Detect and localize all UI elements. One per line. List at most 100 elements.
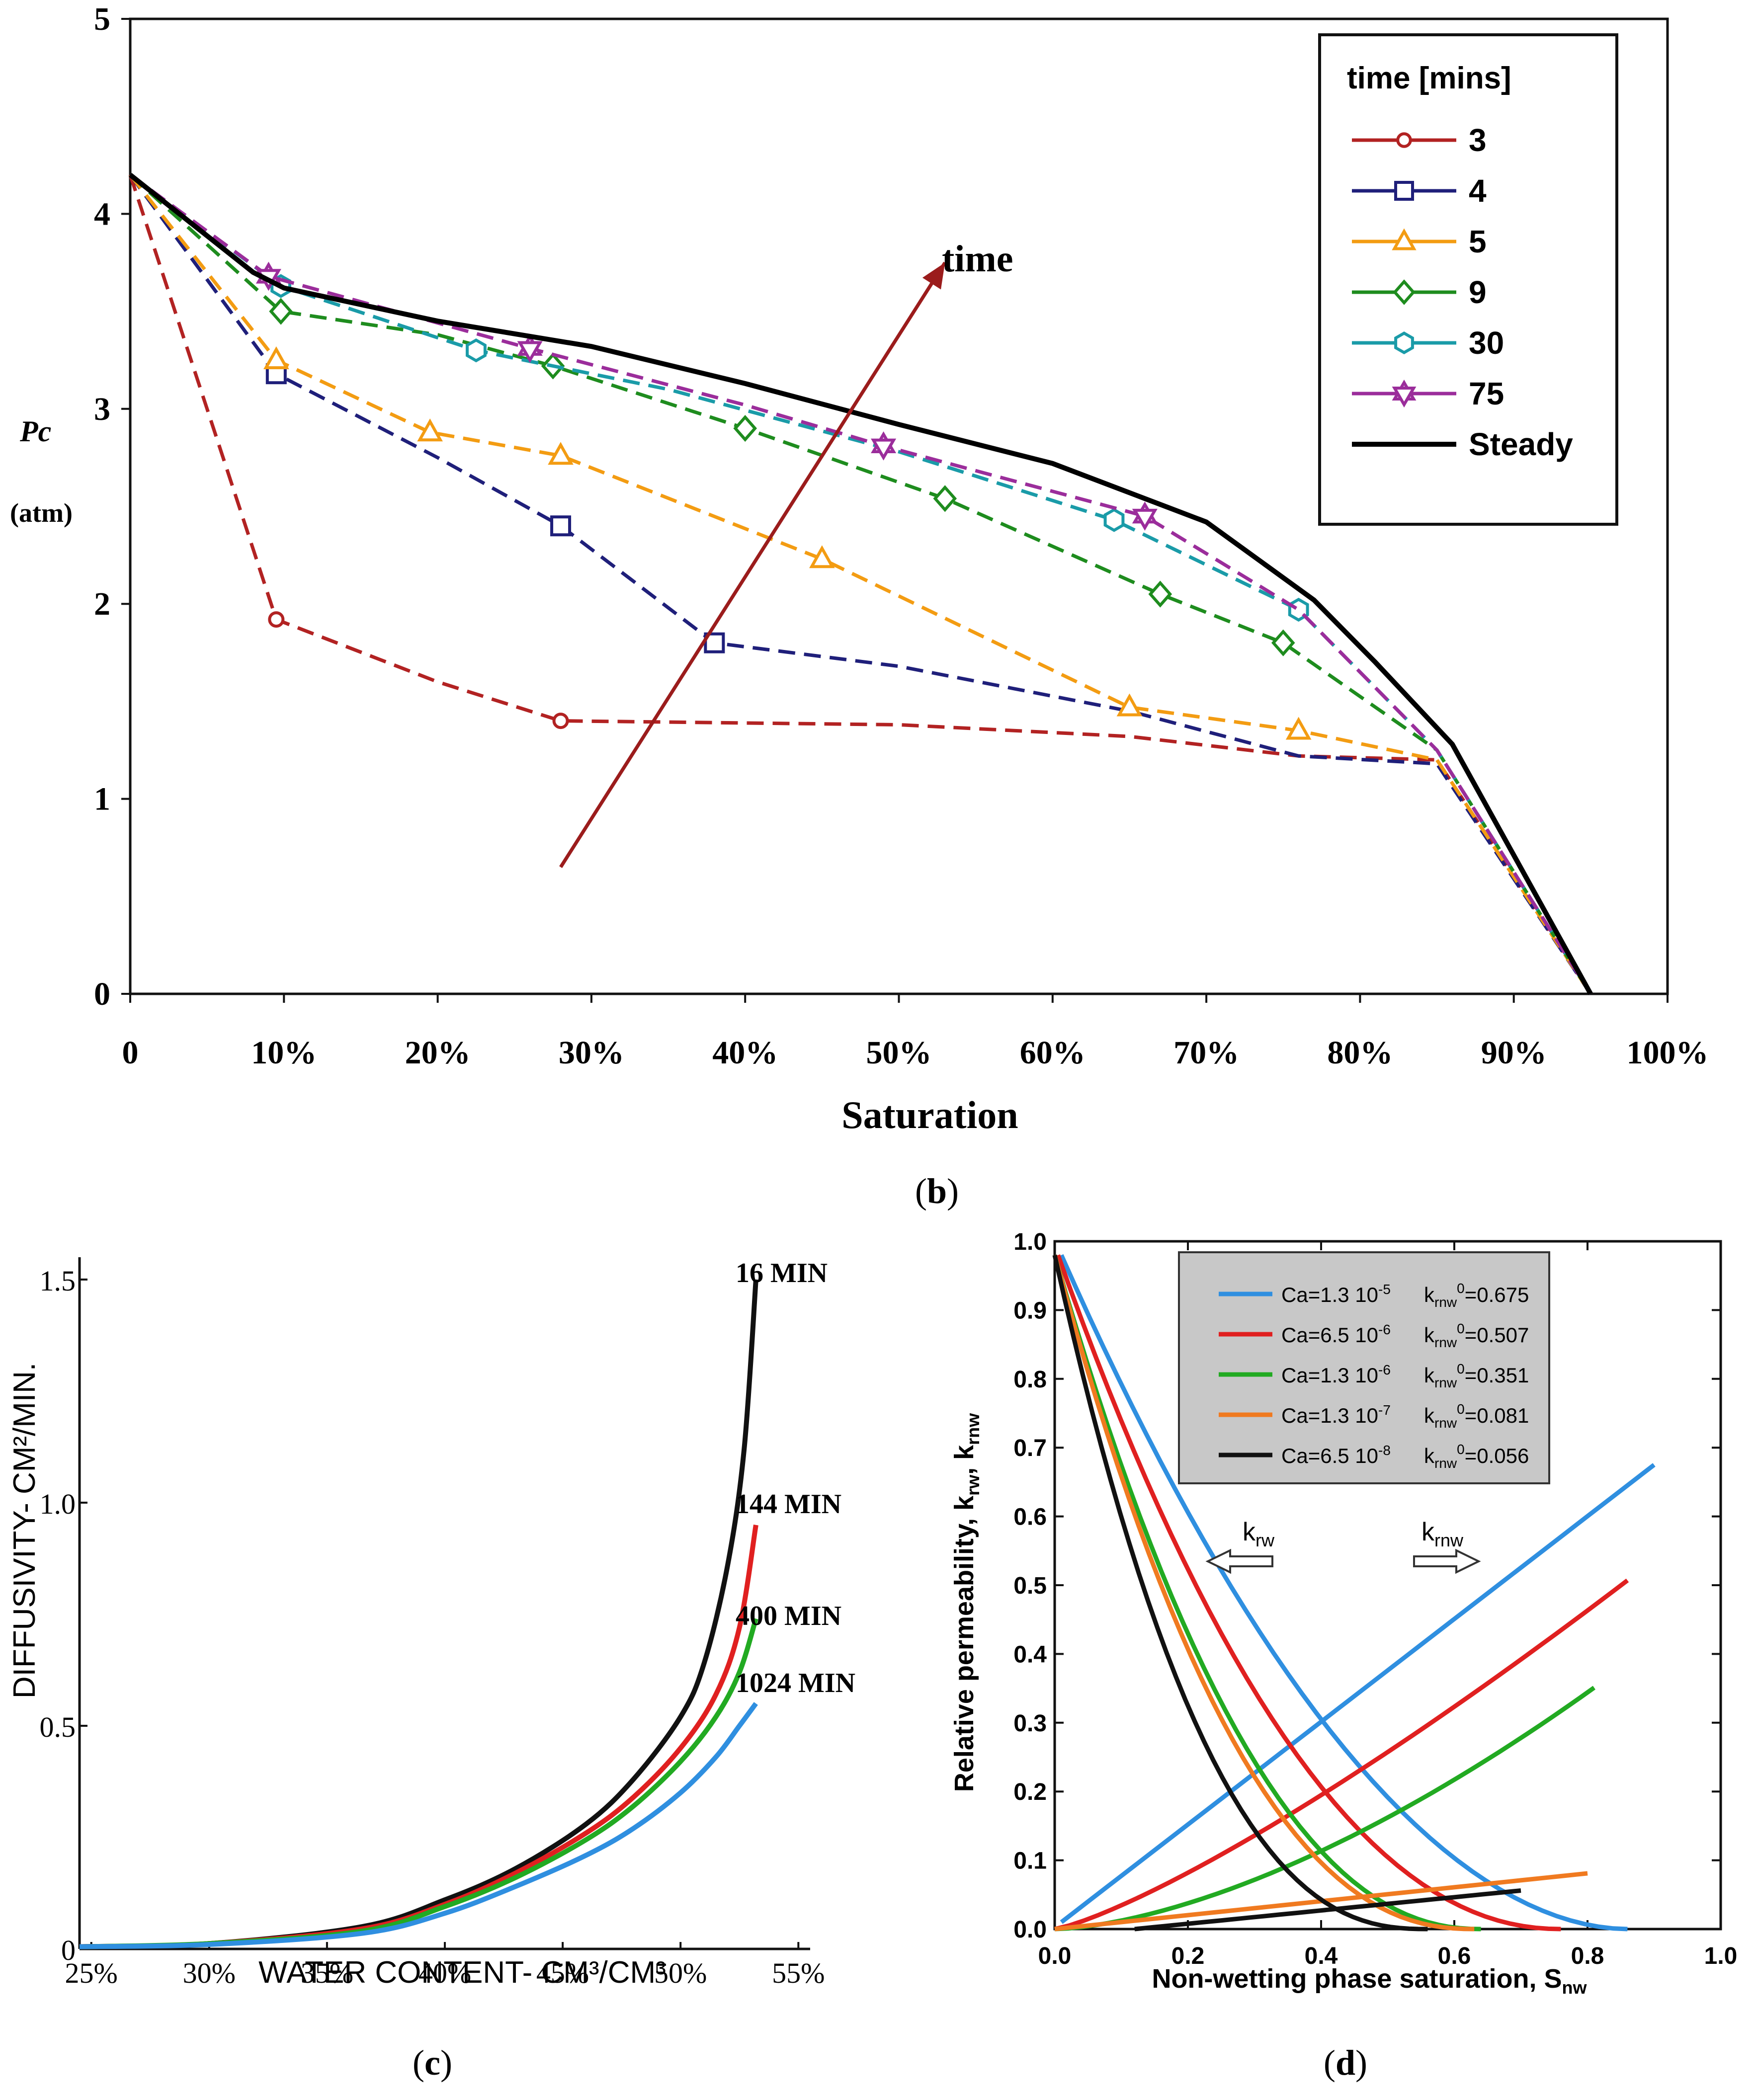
b-marker-3-0 bbox=[268, 611, 285, 628]
c-xlabel: WATER CONTENT- CM³/CM³ bbox=[258, 1955, 666, 1990]
d-xlabel-text: Non-wetting phase saturation, S bbox=[1152, 1964, 1562, 1994]
b-y-tick-label: 5 bbox=[94, 1, 110, 37]
b-legend: time [mins] 3 4 5 9 30 75 Steady bbox=[1318, 33, 1618, 526]
d-krw-curve-4 bbox=[1052, 1254, 1428, 1932]
d-y-tick-label: 0.5 bbox=[1013, 1573, 1047, 1599]
b-series-line-9 bbox=[129, 173, 1592, 995]
d-krnw-label: krnw bbox=[1421, 1518, 1464, 1550]
c-y-tick-label: 0 bbox=[61, 1934, 76, 1966]
d-legend-k-value-4: =0.056 bbox=[1465, 1444, 1529, 1467]
d-krnw-curve-0 bbox=[1060, 1463, 1656, 1924]
d-legend-k-sub-2: rnw bbox=[1434, 1375, 1457, 1390]
d-legend-ca-1: Ca=6.5 10-6 bbox=[1281, 1322, 1391, 1347]
c-x-tick-label: 25% bbox=[65, 1957, 118, 1989]
panel-c-chart: 0 0.5 1.0 1.5 25% 30% 35% 40% 45% 50% 55% 16 MIN 144… bbox=[7, 1257, 855, 2083]
d-legend-k-0: krnw0=0.675 bbox=[1424, 1281, 1529, 1310]
d-legend-k-letter-4: k bbox=[1424, 1444, 1435, 1467]
c-x-tick-label: 35% bbox=[301, 1957, 353, 1989]
d-ylabel-sub1: rw bbox=[963, 1474, 983, 1496]
d-legend-k-sup-2: 0 bbox=[1457, 1361, 1465, 1376]
b-legend-marker-75 bbox=[1392, 379, 1417, 408]
d-y-tick-label: 0.7 bbox=[1013, 1435, 1047, 1461]
b-y-tick-label: 3 bbox=[94, 391, 110, 427]
b-panel-label: (b) bbox=[915, 1171, 959, 1211]
c-x-tick-label: 55% bbox=[772, 1957, 825, 1989]
b-annotation-time: time bbox=[942, 238, 1013, 280]
d-krnw-curve-1 bbox=[1054, 1578, 1629, 1932]
d-legend-ca-exp-1: -6 bbox=[1378, 1322, 1391, 1337]
b-marker-5-5 bbox=[1285, 717, 1312, 740]
d-x-tick-label: 0.0 bbox=[1038, 1943, 1072, 1969]
b-marker-5-3 bbox=[809, 545, 835, 568]
b-x-tick-label: 0 bbox=[122, 1035, 139, 1071]
b-x-tick-label: 50% bbox=[866, 1035, 932, 1071]
d-krnw-sub: rnw bbox=[1434, 1530, 1464, 1550]
b-legend-marker-5 bbox=[1392, 228, 1417, 250]
d-legend-k-value-3: =0.081 bbox=[1465, 1404, 1529, 1427]
panel-d-chart: 0.0 0.1 0.2 0.3 0.4 0.5 0.6 0.7 0.8 0.9 1.0 0.0 0.2 0… bbox=[949, 1229, 1737, 2083]
d-x-tick-label: 0.2 bbox=[1171, 1943, 1205, 1969]
b-marker-9-0 bbox=[269, 298, 293, 325]
b-marker-75-3-b bbox=[1132, 508, 1158, 531]
b-x-tick-label: 30% bbox=[559, 1035, 624, 1071]
b-series-line-5 bbox=[129, 173, 1592, 995]
c-y-tick-label: 1.5 bbox=[40, 1265, 76, 1297]
d-y-tick-label: 0.9 bbox=[1013, 1297, 1047, 1324]
d-y-tick-label: 0.6 bbox=[1013, 1504, 1047, 1531]
d-legend-k-1: krnw0=0.507 bbox=[1424, 1321, 1529, 1350]
d-legend-ca-0: Ca=1.3 10-5 bbox=[1281, 1282, 1391, 1306]
c-series-label-1: 144 MIN bbox=[736, 1489, 841, 1520]
d-legend-ca-exp-2: -6 bbox=[1378, 1362, 1391, 1377]
d-krnw-arrow-right-icon bbox=[1413, 1548, 1481, 1574]
b-legend-marker-9 bbox=[1393, 279, 1416, 305]
d-krw-curve-2 bbox=[1052, 1254, 1481, 1932]
d-legend-k-2: krnw0=0.351 bbox=[1424, 1361, 1529, 1390]
b-time-arrow-line bbox=[559, 261, 947, 868]
b-legend-marker-30 bbox=[1394, 331, 1414, 354]
c-panel-letter: c bbox=[424, 2043, 440, 2083]
b-marker-9-2 bbox=[733, 414, 757, 442]
b-legend-label-4: 4 bbox=[1469, 173, 1487, 209]
d-krw-k: k bbox=[1243, 1518, 1256, 1546]
b-ylabel: Pc bbox=[19, 415, 51, 448]
c-series-label-3: 1024 MIN bbox=[736, 1668, 855, 1698]
d-legend-k-sub-0: rnw bbox=[1434, 1294, 1457, 1310]
b-marker-5-4 bbox=[1116, 693, 1143, 717]
d-y-tick-label: 0.4 bbox=[1013, 1641, 1047, 1668]
c-series-line-3 bbox=[79, 1702, 758, 1949]
b-y-tick-label: 0 bbox=[94, 976, 110, 1012]
b-marker-4-2 bbox=[704, 632, 725, 653]
b-marker-75-2 bbox=[871, 431, 897, 461]
d-legend-k-value-0: =0.675 bbox=[1465, 1283, 1529, 1306]
b-series-line-4 bbox=[129, 173, 1592, 995]
b-legend-label-Steady: Steady bbox=[1469, 426, 1573, 462]
d-legend-k-3: krnw0=0.081 bbox=[1424, 1401, 1529, 1431]
b-x-tick-label: 20% bbox=[405, 1035, 471, 1071]
d-ylabel-text: Relative permeability, k bbox=[949, 1495, 979, 1792]
d-legend-k-sub-3: rnw bbox=[1434, 1415, 1457, 1431]
d-legend-k-letter-0: k bbox=[1424, 1283, 1435, 1306]
d-krw-annotation: krw bbox=[1205, 1518, 1275, 1574]
d-y-tick-label: 0.8 bbox=[1013, 1367, 1047, 1393]
c-series-label-0: 16 MIN bbox=[736, 1258, 828, 1289]
c-x-tick-label: 45% bbox=[536, 1957, 589, 1989]
panel-d-plot-area: 0.0 0.1 0.2 0.3 0.4 0.5 0.6 0.7 0.8 0.9 1.0 0.0 0.2 0… bbox=[1013, 1229, 1737, 1969]
d-ylabel: Relative permeability, krw, krnw bbox=[949, 1413, 983, 1792]
b-marker-75-2-b bbox=[871, 438, 897, 461]
d-xlabel-sub: nw bbox=[1562, 1977, 1588, 1998]
d-krw-label: krw bbox=[1243, 1518, 1275, 1550]
c-panel-label: (c) bbox=[413, 2043, 452, 2083]
d-legend-k-value-1: =0.507 bbox=[1465, 1323, 1529, 1347]
d-krw-curve-3 bbox=[1052, 1254, 1475, 1932]
d-y-tick-label: 0.1 bbox=[1013, 1848, 1047, 1874]
b-marker-5-1 bbox=[417, 418, 443, 442]
d-legend-box bbox=[1178, 1251, 1550, 1484]
b-legend-title: time [mins] bbox=[1347, 61, 1511, 95]
d-ylabel-sub2: rnw bbox=[963, 1413, 983, 1445]
b-marker-75-1 bbox=[517, 333, 543, 363]
d-legend-ca-exp-3: -7 bbox=[1378, 1402, 1391, 1418]
d-krw-curve-0 bbox=[1059, 1254, 1628, 1932]
b-legend-marker-75-b bbox=[1392, 386, 1417, 408]
